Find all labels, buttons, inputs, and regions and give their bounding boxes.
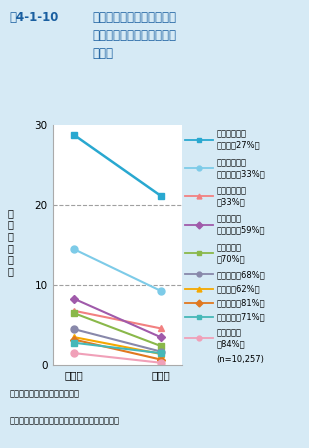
- Text: 気管支喘息
（70%）: 気管支喘息 （70%）: [216, 243, 245, 263]
- Text: アレルギー性
結膜炎　（33%）: アレルギー性 結膜炎 （33%）: [216, 158, 265, 178]
- Text: 高血圧性疾患
（33%）: 高血圧性疾患 （33%）: [216, 186, 246, 207]
- Text: 資料：岩前篤・近畿大学建築学部教授研究データ: 資料：岩前篤・近畿大学建築学部教授研究データ: [9, 417, 119, 426]
- Text: 糖尿病　（71%）: 糖尿病 （71%）: [216, 313, 265, 322]
- Text: アレルギー性
鼻炎　（27%）: アレルギー性 鼻炎 （27%）: [216, 129, 260, 150]
- Text: 図4-1-10: 図4-1-10: [9, 11, 59, 24]
- Text: 肺炎　（62%）: 肺炎 （62%）: [216, 284, 260, 293]
- Text: 注：（　）内は改善率を示す。: 注：（ ）内は改善率を示す。: [9, 390, 79, 399]
- Text: (n=10,257): (n=10,257): [216, 355, 264, 364]
- Text: 高断熱高気密住宅への転居
による有病率の変化と疾病
改善率: 高断熱高気密住宅への転居 による有病率の変化と疾病 改善率: [93, 11, 177, 60]
- Text: 有
病
率
（
％
）: 有 病 率 （ ％ ）: [8, 208, 14, 276]
- Text: 脳血管疾患
（84%）: 脳血管疾患 （84%）: [216, 328, 245, 349]
- Text: 心疾患　（81%）: 心疾患 （81%）: [216, 298, 265, 307]
- Text: 関節炎　（68%）: 関節炎 （68%）: [216, 270, 265, 279]
- Text: アトピー性
皮膚炎　（59%）: アトピー性 皮膚炎 （59%）: [216, 215, 265, 235]
